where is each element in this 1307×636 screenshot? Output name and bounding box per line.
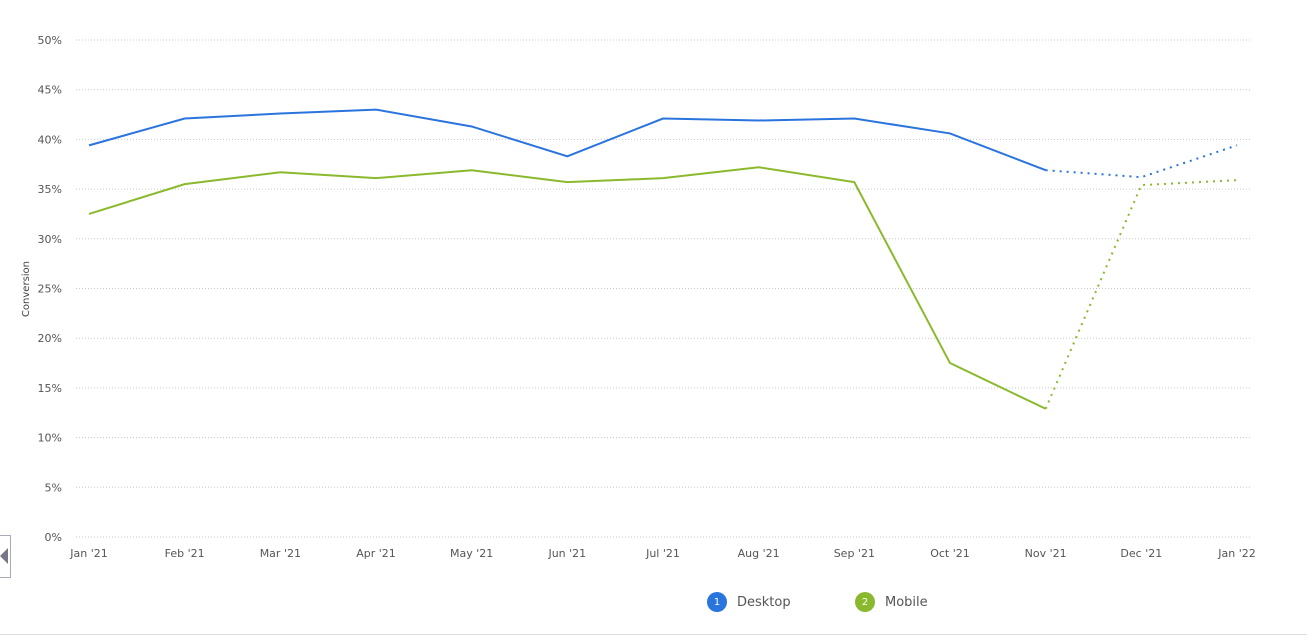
y-tick-label: 40% <box>38 133 62 146</box>
series-forecast-desktop <box>1045 144 1238 179</box>
x-tick-label: May '21 <box>450 547 493 560</box>
x-tick-label: Aug '21 <box>738 547 780 560</box>
x-tick-label: Mar '21 <box>260 547 301 560</box>
series-forecast-mobile <box>1044 179 1238 410</box>
x-tick-label: Oct '21 <box>930 547 970 560</box>
legend-item-mobile[interactable]: 2 Mobile <box>855 592 928 612</box>
x-tick-label: Jan '21 <box>69 547 107 560</box>
x-tick-label: Apr '21 <box>356 547 396 560</box>
legend-label: Desktop <box>737 594 791 610</box>
bottom-divider <box>0 634 1307 635</box>
y-tick-label: 0% <box>45 531 62 544</box>
scroll-left-button[interactable] <box>0 535 11 578</box>
y-tick-label: 20% <box>38 332 62 345</box>
y-tick-label: 50% <box>38 34 62 47</box>
y-tick-label: 35% <box>38 183 62 196</box>
y-tick-label: 15% <box>38 382 62 395</box>
y-tick-label: 30% <box>38 233 62 246</box>
legend-label: Mobile <box>885 594 928 610</box>
series-line-mobile <box>88 166 1047 410</box>
series-line-desktop <box>88 108 1047 172</box>
y-tick-label: 10% <box>38 432 62 445</box>
x-tick-label: Jun '21 <box>547 547 586 560</box>
x-tick-label: Dec '21 <box>1120 547 1162 560</box>
x-tick-label: Jul '21 <box>645 547 680 560</box>
y-tick-label: 5% <box>45 481 62 494</box>
x-tick-label: Nov '21 <box>1025 547 1067 560</box>
legend-item-desktop[interactable]: 1 Desktop <box>707 592 791 612</box>
y-tick-label: 45% <box>38 84 62 97</box>
y-axis-label: Conversion <box>21 261 32 317</box>
x-tick-label: Sep '21 <box>834 547 875 560</box>
line-chart: 0% 5% 10% 15% 20% 25% 30% 35% 40% 45% 50% Jan '21 Fe… <box>21 34 1256 560</box>
y-tick-label: 25% <box>38 283 62 296</box>
legend-badge: 2 <box>855 592 875 612</box>
legend-badge: 1 <box>707 592 727 612</box>
x-tick-label: Jan '22 <box>1217 547 1255 560</box>
x-tick-label: Feb '21 <box>165 547 205 560</box>
